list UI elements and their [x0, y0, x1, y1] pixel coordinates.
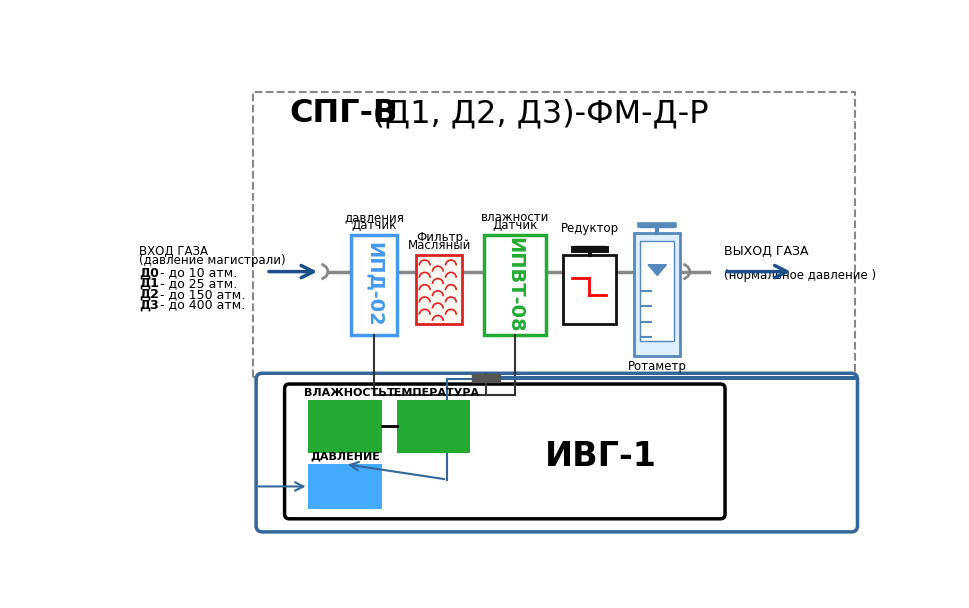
- Text: влажности: влажности: [481, 211, 548, 224]
- Text: - до 10 атм.: - до 10 атм.: [156, 266, 237, 279]
- Text: (нормальное давление ): (нормальное давление ): [724, 269, 876, 282]
- Text: ВЫХОД ГАЗА: ВЫХОД ГАЗА: [724, 245, 808, 258]
- Text: ТЕМПЕРАТУРА: ТЕМПЕРАТУРА: [387, 388, 480, 398]
- Bar: [416, 255, 462, 324]
- Bar: [640, 223, 673, 227]
- Bar: [308, 464, 381, 509]
- Text: ИПВТ-08: ИПВТ-08: [505, 237, 524, 333]
- Text: Датчик: Датчик: [351, 219, 396, 232]
- Text: Фильтр: Фильтр: [416, 231, 462, 244]
- Text: - до 400 атм.: - до 400 атм.: [156, 299, 245, 311]
- Bar: [484, 235, 546, 335]
- Bar: [351, 235, 396, 335]
- Text: Редуктор: Редуктор: [560, 222, 618, 235]
- Text: Масляный: Масляный: [407, 238, 471, 252]
- Text: - до 25 атм.: - до 25 атм.: [156, 277, 237, 290]
- Text: давления: давления: [344, 211, 403, 224]
- Text: Д3: Д3: [139, 299, 159, 311]
- FancyBboxPatch shape: [256, 373, 857, 532]
- Text: ИВГ-1: ИВГ-1: [545, 440, 656, 473]
- Bar: [308, 400, 381, 452]
- Text: Д1: Д1: [139, 277, 159, 290]
- FancyBboxPatch shape: [284, 384, 724, 519]
- Text: - до 150 атм.: - до 150 атм.: [156, 288, 245, 301]
- Text: Датчик: Датчик: [491, 219, 537, 232]
- Bar: [253, 92, 855, 377]
- Text: ВЛАЖНОСТЬ: ВЛАЖНОСТЬ: [303, 388, 386, 398]
- Bar: [472, 374, 500, 382]
- Bar: [562, 255, 616, 324]
- Text: Д0: Д0: [139, 266, 159, 279]
- Text: -(Д1, Д2, Д3)-ФМ-Д-Р: -(Д1, Д2, Д3)-ФМ-Д-Р: [360, 98, 707, 130]
- Bar: [634, 233, 679, 356]
- Polygon shape: [647, 264, 666, 275]
- Text: ДАВЛЕНИЕ: ДАВЛЕНИЕ: [310, 452, 380, 462]
- Text: (давление магистрали): (давление магистрали): [139, 254, 286, 267]
- Bar: [640, 241, 673, 341]
- Bar: [574, 246, 605, 250]
- Text: ВХОД ГАЗА: ВХОД ГАЗА: [139, 244, 208, 258]
- Text: СПГ-В: СПГ-В: [289, 98, 397, 130]
- Text: Ротаметр: Ротаметр: [627, 360, 686, 373]
- Text: ИПД-02: ИПД-02: [364, 243, 383, 327]
- Bar: [396, 400, 470, 452]
- Text: Д2: Д2: [139, 288, 159, 301]
